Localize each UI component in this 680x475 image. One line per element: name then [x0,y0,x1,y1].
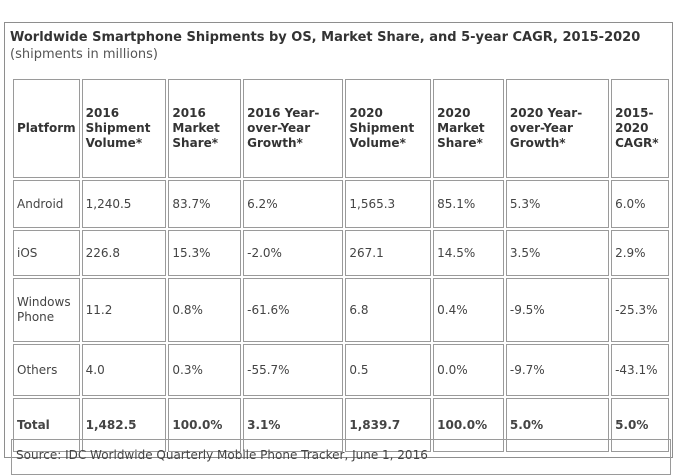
cell-cagr: -43.1% [611,344,669,396]
total-row: Total 1,482.5 100.0% 3.1% 1,839.7 100.0%… [13,398,669,452]
cell-2020-growth: 5.3% [505,180,610,228]
cell-2016-volume: 1,240.5 [81,180,167,228]
shipments-table: Platform 2016 Shipment Volume* 2016 Mark… [11,77,671,454]
cell-2016-share: 0.8% [168,278,242,342]
header-2020-growth: 2020 Year-over-Year Growth* [505,79,610,178]
cell-2020-share: 0.0% [433,344,504,396]
header-2020-volume: 2020 Shipment Volume* [345,79,432,178]
cell-2016-growth: -2.0% [243,230,344,276]
table-title: Worldwide Smartphone Shipments by OS, Ma… [10,29,670,63]
header-2016-volume: 2016 Shipment Volume* [81,79,167,178]
cell-2020-growth: -9.5% [505,278,610,342]
cell-2016-share: 83.7% [168,180,242,228]
header-cagr: 2015-2020 CAGR* [611,79,669,178]
cell-2020-volume: 0.5 [345,344,432,396]
cell-platform: iOS [13,230,80,276]
cell-2016-growth: -55.7% [243,344,344,396]
cell-cagr: 6.0% [611,180,669,228]
cell-2016-share: 0.3% [168,344,242,396]
cell-2020-volume: 6.8 [345,278,432,342]
cell-2016-share: 15.3% [168,230,242,276]
cell-cagr: 2.9% [611,230,669,276]
cell-2020-growth: -9.7% [505,344,610,396]
cell-platform: Android [13,180,80,228]
cell-2020-volume: 1,839.7 [345,398,432,452]
cell-2020-share: 0.4% [433,278,504,342]
cell-2020-growth: 3.5% [505,230,610,276]
cell-2016-growth: 3.1% [243,398,344,452]
header-2020-share: 2020 Market Share* [433,79,504,178]
header-2016-growth: 2016 Year-over-Year Growth* [243,79,344,178]
cell-2020-volume: 267.1 [345,230,432,276]
cell-2016-growth: 6.2% [243,180,344,228]
cell-2020-growth: 5.0% [505,398,610,452]
cell-2020-share: 85.1% [433,180,504,228]
title-subtitle: (shipments in millions) [10,47,158,62]
table-container: Worldwide Smartphone Shipments by OS, Ma… [4,22,673,475]
cell-2020-volume: 1,565.3 [345,180,432,228]
cell-cagr: -25.3% [611,278,669,342]
header-2016-share: 2016 Market Share* [168,79,242,178]
cell-2020-share: 14.5% [433,230,504,276]
title-main: Worldwide Smartphone Shipments by OS, Ma… [10,30,641,45]
cell-2016-share: 100.0% [168,398,242,452]
header-platform: Platform [13,79,80,178]
cell-2020-share: 100.0% [433,398,504,452]
cell-2016-volume: 11.2 [81,278,167,342]
cell-platform: Others [13,344,80,396]
source-note: Source: IDC Worldwide Quarterly Mobile P… [11,439,671,475]
cell-platform: Total [13,398,80,452]
cell-2016-volume: 4.0 [81,344,167,396]
cell-2016-volume: 1,482.5 [81,398,167,452]
table-row: Others 4.0 0.3% -55.7% 0.5 0.0% -9.7% -4… [13,344,669,396]
header-row: Platform 2016 Shipment Volume* 2016 Mark… [13,79,669,178]
cell-platform: Windows Phone [13,278,80,342]
table-row: Windows Phone 11.2 0.8% -61.6% 6.8 0.4% … [13,278,669,342]
cell-cagr: 5.0% [611,398,669,452]
table-row: iOS 226.8 15.3% -2.0% 267.1 14.5% 3.5% 2… [13,230,669,276]
cell-2016-growth: -61.6% [243,278,344,342]
cell-2016-volume: 226.8 [81,230,167,276]
table-row: Android 1,240.5 83.7% 6.2% 1,565.3 85.1%… [13,180,669,228]
